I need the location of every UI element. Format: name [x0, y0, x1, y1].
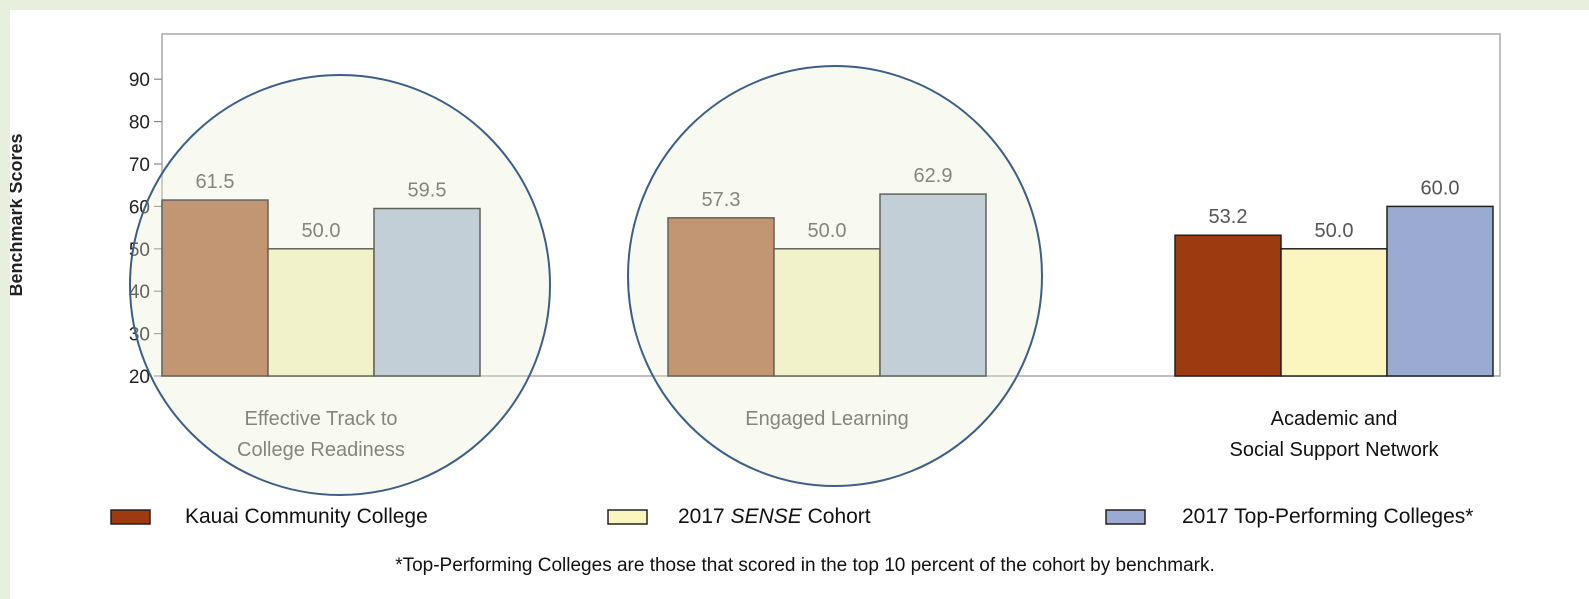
- value-labels: 61.5 50.0 59.5 57.3 50.0 62.9 53.2 50.0 60.0: [196, 165, 1460, 242]
- y-axis-label: Benchmark Scores: [10, 133, 26, 296]
- bar: [879, 193, 987, 377]
- legend-entry: Kauai Community College: [185, 505, 428, 528]
- data-label: 53.2: [1209, 206, 1248, 228]
- legend-swatch: [1105, 509, 1146, 525]
- category-label: Academic and: [1271, 408, 1398, 430]
- data-label: 59.5: [408, 180, 447, 202]
- bar: [373, 207, 481, 377]
- category-labels: Effective Track to College Readiness Engag…: [237, 408, 1439, 461]
- legend-entry: 2017 SENSE Cohort: [678, 505, 871, 528]
- bar: [667, 217, 775, 377]
- y-tick-label: 20: [129, 367, 150, 388]
- y-tick-label: 80: [129, 113, 150, 134]
- highlight-circle: [129, 74, 551, 496]
- legend-entry-part: SENSE: [731, 505, 803, 528]
- bar: [1280, 248, 1388, 377]
- highlight-circle: [627, 65, 1043, 487]
- legend-entry: 2017 Top-Performing Colleges*: [1182, 505, 1473, 528]
- legend: Kauai Community College 2017 SENSE Cohort…: [110, 505, 1473, 528]
- bar: [773, 248, 881, 377]
- highlight-circles: [129, 65, 1043, 496]
- y-tick-label: 60: [129, 197, 150, 218]
- category-label: Effective Track to: [244, 408, 397, 430]
- data-label: 57.3: [702, 189, 741, 211]
- legend-entry-part: 2017: [678, 505, 731, 528]
- bar: [1174, 234, 1282, 377]
- data-label: 50.0: [1315, 220, 1354, 242]
- bars: [161, 193, 1494, 377]
- category-label: Social Support Network: [1230, 439, 1440, 461]
- category-label: Engaged Learning: [745, 408, 908, 430]
- footnote: *Top-Performing Colleges are those that …: [395, 555, 1215, 576]
- chart-figure: 20 30 40 50 60 70 80 90 61.5 50.0 59.5 57.3 50.0 62.…: [10, 10, 1589, 599]
- category-label: College Readiness: [237, 439, 405, 461]
- y-tick-label: 40: [129, 282, 150, 303]
- data-label: 50.0: [302, 220, 341, 242]
- bar: [161, 199, 269, 377]
- data-label: 61.5: [196, 171, 235, 193]
- data-label: 60.0: [1421, 177, 1460, 199]
- y-tick-label: 70: [129, 155, 150, 176]
- data-label: 62.9: [914, 165, 953, 187]
- legend-swatch: [110, 509, 151, 525]
- legend-swatch: [607, 509, 648, 525]
- y-tick-label: 90: [129, 70, 150, 91]
- bar: [1386, 205, 1494, 377]
- data-label: 50.0: [808, 220, 847, 242]
- legend-entry-part: Cohort: [802, 505, 871, 528]
